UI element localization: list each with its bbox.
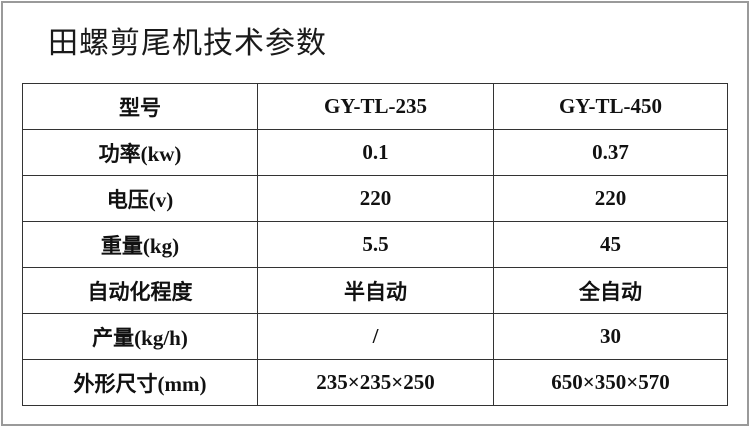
table-cell: 650×350×570 bbox=[493, 359, 728, 406]
header-cell: GY-TL-235 bbox=[257, 83, 494, 130]
spec-table: 型号 GY-TL-235 GY-TL-450 功率(kw) 0.1 0.37 电… bbox=[22, 83, 728, 406]
param-label: 功率(kw) bbox=[22, 129, 258, 176]
param-label: 电压(v) bbox=[22, 175, 258, 222]
table-header-row: 型号 GY-TL-235 GY-TL-450 bbox=[22, 83, 728, 130]
table-row: 产量(kg/h) / 30 bbox=[22, 313, 728, 360]
table-row: 电压(v) 220 220 bbox=[22, 175, 728, 222]
table-cell: 220 bbox=[493, 175, 728, 222]
table-row: 重量(kg) 5.5 45 bbox=[22, 221, 728, 268]
header-cell: GY-TL-450 bbox=[493, 83, 728, 130]
table-cell: 235×235×250 bbox=[257, 359, 494, 406]
table-row: 自动化程度 半自动 全自动 bbox=[22, 267, 728, 314]
table-row: 功率(kw) 0.1 0.37 bbox=[22, 129, 728, 176]
table-cell: 5.5 bbox=[257, 221, 494, 268]
table-cell: 30 bbox=[493, 313, 728, 360]
table-cell: 全自动 bbox=[493, 267, 728, 314]
table-cell: 220 bbox=[257, 175, 494, 222]
param-label: 外形尺寸(mm) bbox=[22, 359, 258, 406]
header-cell: 型号 bbox=[22, 83, 258, 130]
table-cell: 45 bbox=[493, 221, 728, 268]
table-cell: 0.37 bbox=[493, 129, 728, 176]
table-cell: 半自动 bbox=[257, 267, 494, 314]
param-label: 重量(kg) bbox=[22, 221, 258, 268]
table-row: 外形尺寸(mm) 235×235×250 650×350×570 bbox=[22, 359, 728, 406]
param-label: 产量(kg/h) bbox=[22, 313, 258, 360]
table-cell: / bbox=[257, 313, 494, 360]
table-cell: 0.1 bbox=[257, 129, 494, 176]
page-title: 田螺剪尾机技术参数 bbox=[48, 26, 327, 61]
param-label: 自动化程度 bbox=[22, 267, 258, 314]
